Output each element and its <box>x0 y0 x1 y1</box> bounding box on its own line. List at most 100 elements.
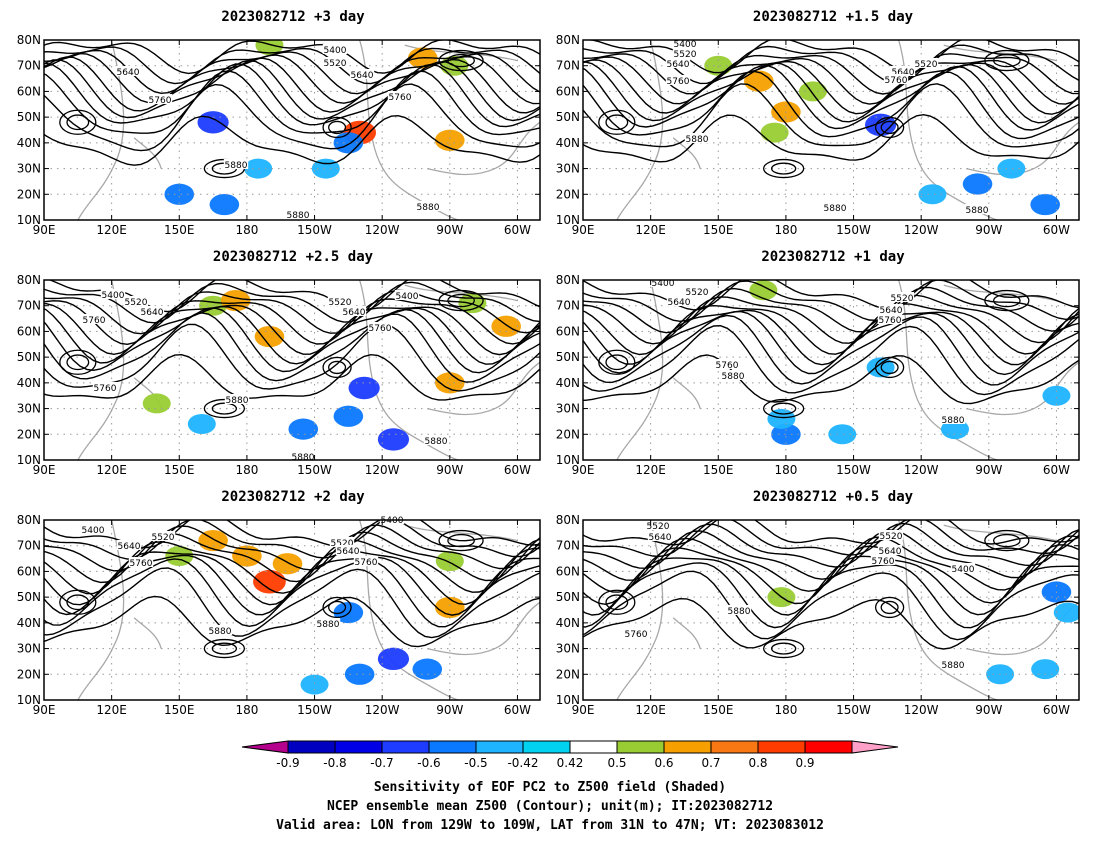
coastline <box>943 524 1057 542</box>
sensitivity-shading-blob <box>244 158 273 179</box>
z500-contour-line <box>583 562 1079 629</box>
lon-tick-label: 90E <box>33 703 56 717</box>
contour-label: 5760 <box>149 96 172 106</box>
lat-tick-label: 20N <box>17 187 41 201</box>
closed-contour <box>328 600 347 615</box>
z500-contour-line <box>44 114 540 166</box>
coastline <box>672 137 701 169</box>
lon-tick-label: 150E <box>164 703 195 717</box>
contour-label: 5520 <box>880 532 903 542</box>
lon-tick-label: 90W <box>975 223 1002 237</box>
lat-tick-label: 80N <box>17 273 41 287</box>
lon-tick-label: 90E <box>572 703 595 717</box>
coastline <box>427 121 540 176</box>
lon-tick-label: 180 <box>235 463 258 477</box>
lon-tick-label: 150E <box>164 223 195 237</box>
lat-tick-label: 60N <box>556 84 580 98</box>
z500-contour-line <box>583 40 1079 74</box>
lat-tick-label: 80N <box>556 273 580 287</box>
colorbar-label: 0.9 <box>795 756 814 770</box>
contour-label: 5760 <box>879 316 902 326</box>
contour-label: 5760 <box>716 361 739 371</box>
sensitivity-shading-blob <box>828 424 857 445</box>
closed-contour <box>447 533 475 548</box>
lon-tick-label: 90W <box>436 463 463 477</box>
closed-contour <box>598 349 636 375</box>
lon-tick-label: 120W <box>904 703 939 717</box>
closed-contour <box>874 116 905 139</box>
sensitivity-shading-blob <box>1030 193 1060 216</box>
lat-tick-label: 50N <box>17 590 41 604</box>
map-frame <box>582 39 1080 221</box>
z500-contour-line <box>583 286 1079 334</box>
map-panel-2-5-day: 5400552056405760552056405760540057605880… <box>17 273 541 477</box>
lon-tick-label: 180 <box>235 223 258 237</box>
coastline <box>943 284 1057 302</box>
closed-contour <box>605 114 629 131</box>
contour-label: 5640 <box>343 308 366 318</box>
colorbar-swatch <box>710 740 759 754</box>
lon-tick-label: 120E <box>96 223 127 237</box>
map-panel-2-day: 5400552056405760552056405760540058805880… <box>17 513 541 717</box>
closed-contour <box>605 594 629 611</box>
lat-tick-label: 10N <box>17 453 41 467</box>
contour-label: 5760 <box>369 324 392 334</box>
lat-tick-label: 40N <box>556 616 580 630</box>
contour-label: 5760 <box>130 559 153 569</box>
lon-tick-label: 120E <box>635 223 666 237</box>
contour-label: 5760 <box>355 558 378 568</box>
lon-tick-label: 90W <box>975 703 1002 717</box>
lat-tick-label: 70N <box>17 539 41 553</box>
colorbar-label: 0.8 <box>748 756 767 770</box>
contour-label: 5520 <box>686 288 709 298</box>
contour-label: 5400 <box>952 565 975 575</box>
lat-tick-label: 50N <box>556 110 580 124</box>
z500-contour-line <box>583 570 1079 641</box>
sensitivity-shading-blob <box>435 129 465 151</box>
sensitivity-shading-blob <box>348 376 380 400</box>
contour-label: 5880 <box>317 620 340 630</box>
coastline <box>616 40 664 220</box>
lat-tick-label: 60N <box>17 84 41 98</box>
lat-tick-label: 20N <box>17 667 41 681</box>
z500-contour-line <box>583 522 1079 569</box>
sensitivity-shading-blob <box>1031 659 1060 680</box>
lon-tick-label: 60W <box>1043 703 1070 717</box>
map-frame <box>582 519 1080 701</box>
lon-tick-label: 150W <box>297 463 332 477</box>
lat-tick-label: 40N <box>17 136 41 150</box>
contour-label: 5640 <box>649 533 672 543</box>
contour-label: 5640 <box>667 60 690 70</box>
colorbar-label: -0.8 <box>323 756 346 770</box>
colorbar-swatch <box>757 740 806 754</box>
coastline <box>404 44 518 62</box>
lon-tick-label: 150W <box>836 223 871 237</box>
coastline <box>616 520 664 700</box>
closed-contour <box>211 642 238 655</box>
z500-contour-line <box>44 531 540 584</box>
coastline <box>77 520 125 700</box>
coastline <box>966 361 1079 416</box>
lat-tick-label: 80N <box>17 513 41 527</box>
coastline <box>133 137 162 169</box>
coastline <box>427 601 540 656</box>
colorbar-swatch <box>475 740 524 754</box>
contour-label: 5640 <box>668 298 691 308</box>
colorbar-high-arrow <box>851 740 899 754</box>
lon-tick-label: 150E <box>703 703 734 717</box>
sensitivity-shading-blob <box>962 173 993 195</box>
sensitivity-shading-blob <box>142 393 171 414</box>
colorbar: -0.9 -0.8 -0.7 -0.6 -0.5 -0.42 0.42 0.5 0.6 0.7 0.… <box>241 740 899 770</box>
map-panel-3-day: 5400 5520 5640 5640 5760 5760 5880 5880 5880 10N 2… <box>17 33 541 237</box>
colorbar-swatch <box>804 740 853 754</box>
z500-contour-line <box>44 305 540 365</box>
closed-contour <box>438 49 484 72</box>
z500-contour-line <box>583 294 1079 345</box>
lat-tick-label: 60N <box>17 324 41 338</box>
contour-label: 5640 <box>337 547 360 557</box>
sensitivity-shading-blob <box>344 663 375 685</box>
contour-label: 5880 <box>722 372 745 382</box>
contour-label: 5760 <box>872 557 895 567</box>
contour-label: 5640 <box>141 308 164 318</box>
closed-contour <box>598 109 636 135</box>
